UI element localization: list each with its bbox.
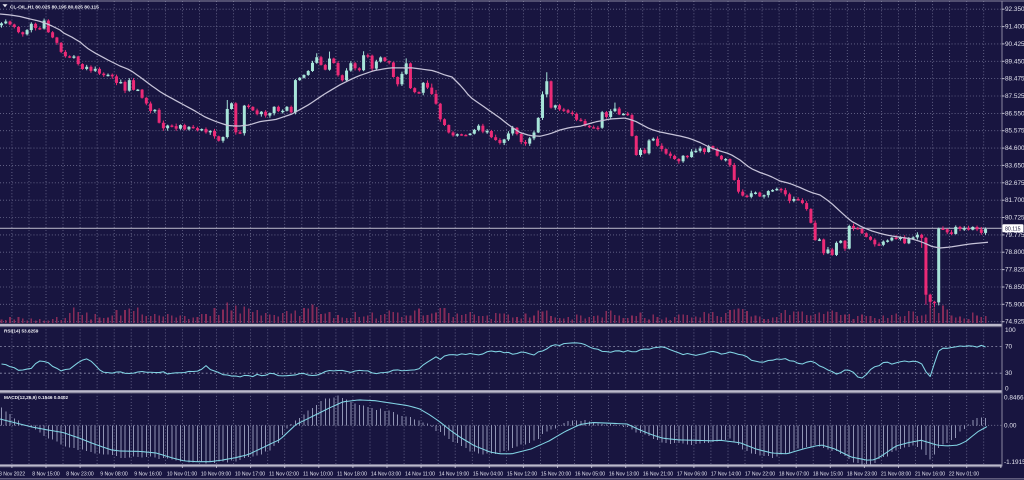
svg-text:85.575: 85.575 bbox=[1005, 128, 1024, 135]
svg-text:9 Nov 16:00: 9 Nov 16:00 bbox=[134, 472, 162, 478]
svg-text:8 Nov 23:00: 8 Nov 23:00 bbox=[66, 472, 94, 478]
svg-text:15 Nov 20:00: 15 Nov 20:00 bbox=[541, 472, 571, 478]
svg-text:100: 100 bbox=[1005, 327, 1016, 334]
svg-text:CL-OIL,H1 80.025 80.195 80.02: CL-OIL,H1 80.025 80.195 80.025 80.115 bbox=[10, 4, 99, 10]
svg-text:22 Nov 01:00: 22 Nov 01:00 bbox=[949, 472, 979, 478]
svg-text:9 Nov 08:00: 9 Nov 08:00 bbox=[100, 472, 128, 478]
svg-text:16 Nov 13:00: 16 Nov 13:00 bbox=[609, 472, 639, 478]
svg-text:MACD(12,26,9) 0.1546 0.0402: MACD(12,26,9) 0.1546 0.0402 bbox=[4, 395, 68, 400]
svg-text:RSI(14) 53.6259: RSI(14) 53.6259 bbox=[4, 329, 39, 334]
svg-text:76.850: 76.850 bbox=[1005, 284, 1024, 291]
svg-text:75.900: 75.900 bbox=[1005, 301, 1024, 308]
svg-text:18 Nov 15:00: 18 Nov 15:00 bbox=[813, 472, 843, 478]
svg-text:83.650: 83.650 bbox=[1005, 162, 1024, 169]
svg-text:10 Nov 17:00: 10 Nov 17:00 bbox=[235, 472, 265, 478]
svg-text:77.825: 77.825 bbox=[1005, 267, 1024, 274]
svg-text:8 Nov 2022: 8 Nov 2022 bbox=[0, 472, 25, 478]
svg-text:11 Nov 10:00: 11 Nov 10:00 bbox=[303, 472, 333, 478]
svg-text:80.115: 80.115 bbox=[1005, 227, 1021, 233]
svg-text:74.925: 74.925 bbox=[1005, 319, 1024, 326]
svg-text:81.700: 81.700 bbox=[1005, 197, 1024, 204]
svg-text:30: 30 bbox=[1005, 370, 1013, 377]
svg-text:82.675: 82.675 bbox=[1005, 180, 1024, 187]
svg-text:14 Nov 19:00: 14 Nov 19:00 bbox=[439, 472, 469, 478]
svg-text:90.425: 90.425 bbox=[1005, 41, 1024, 48]
svg-text:18 Nov 07:00: 18 Nov 07:00 bbox=[779, 472, 809, 478]
svg-text:0.8466: 0.8466 bbox=[1004, 395, 1024, 402]
svg-text:70: 70 bbox=[1005, 344, 1013, 351]
svg-text:14 Nov 03:00: 14 Nov 03:00 bbox=[371, 472, 401, 478]
svg-text:17 Nov 14:00: 17 Nov 14:00 bbox=[711, 472, 741, 478]
svg-text:86.550: 86.550 bbox=[1005, 110, 1024, 117]
svg-text:89.450: 89.450 bbox=[1005, 58, 1024, 65]
svg-text:79.775: 79.775 bbox=[1005, 232, 1024, 239]
svg-text:78.800: 78.800 bbox=[1005, 249, 1024, 256]
svg-text:10 Nov 09:00: 10 Nov 09:00 bbox=[201, 472, 231, 478]
svg-text:17 Nov 06:00: 17 Nov 06:00 bbox=[677, 472, 707, 478]
svg-text:15 Nov 04:00: 15 Nov 04:00 bbox=[473, 472, 503, 478]
svg-text:16 Nov 21:00: 16 Nov 21:00 bbox=[643, 472, 673, 478]
svg-text:21 Nov 08:00: 21 Nov 08:00 bbox=[881, 472, 911, 478]
svg-text:92.350: 92.350 bbox=[1005, 6, 1024, 13]
svg-text:87.525: 87.525 bbox=[1005, 93, 1024, 100]
svg-text:11 Nov 18:00: 11 Nov 18:00 bbox=[337, 472, 367, 478]
svg-text:91.400: 91.400 bbox=[1005, 24, 1024, 31]
svg-text:8 Nov 15:00: 8 Nov 15:00 bbox=[32, 472, 60, 478]
svg-text:21 Nov 16:00: 21 Nov 16:00 bbox=[915, 472, 945, 478]
svg-text:16 Nov 05:00: 16 Nov 05:00 bbox=[575, 472, 605, 478]
svg-text:17 Nov 22:00: 17 Nov 22:00 bbox=[745, 472, 775, 478]
svg-text:-1.1915: -1.1915 bbox=[1004, 459, 1024, 466]
svg-text:11 Nov 02:00: 11 Nov 02:00 bbox=[269, 472, 299, 478]
svg-text:0.00: 0.00 bbox=[1004, 422, 1017, 429]
svg-text:14 Nov 11:00: 14 Nov 11:00 bbox=[405, 472, 435, 478]
svg-text:88.475: 88.475 bbox=[1005, 76, 1024, 83]
svg-text:84.600: 84.600 bbox=[1005, 145, 1024, 152]
svg-text:10 Nov 01:00: 10 Nov 01:00 bbox=[167, 472, 197, 478]
svg-text:80.725: 80.725 bbox=[1005, 215, 1024, 222]
svg-text:15 Nov 12:00: 15 Nov 12:00 bbox=[507, 472, 537, 478]
svg-text:18 Nov 23:00: 18 Nov 23:00 bbox=[847, 472, 877, 478]
svg-text:0: 0 bbox=[1005, 386, 1009, 393]
